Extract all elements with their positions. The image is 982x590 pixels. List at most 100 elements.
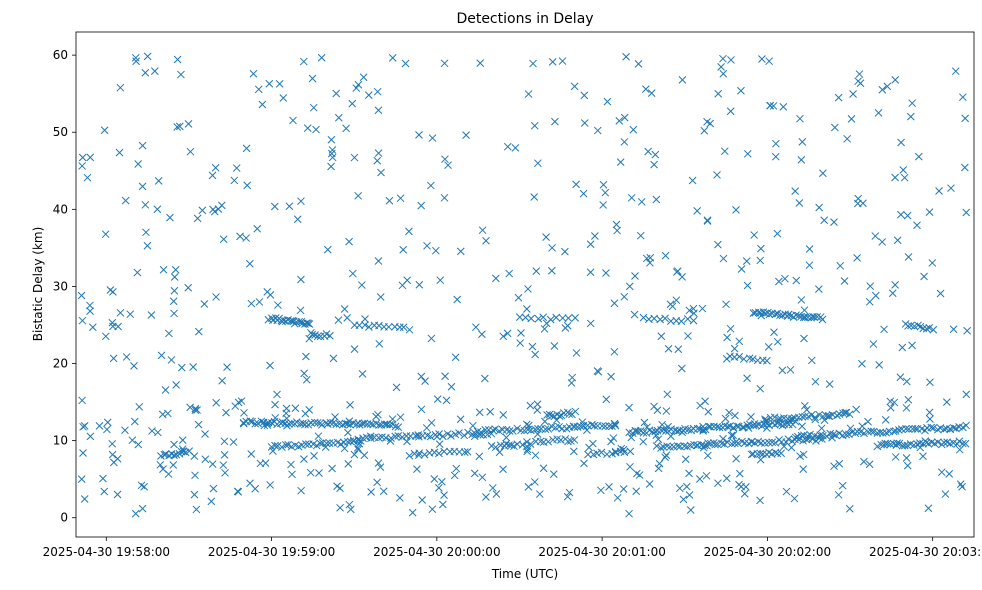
data-point-312 — [442, 396, 451, 405]
data-point-456 — [166, 213, 174, 222]
data-point-777 — [384, 323, 393, 331]
data-point-850 — [925, 323, 934, 332]
data-point-86 — [871, 291, 880, 300]
data-point-1232 — [835, 429, 844, 438]
data-point-176 — [962, 208, 971, 217]
data-point-1282 — [900, 441, 909, 450]
data-point-495 — [663, 390, 672, 399]
data-point-1148 — [704, 439, 712, 447]
data-point-691 — [219, 461, 228, 469]
data-point-442 — [303, 124, 312, 132]
data-point-111 — [607, 437, 615, 446]
data-point-679 — [655, 459, 664, 468]
data-point-1154 — [723, 438, 732, 447]
y-tick-label-3: 30 — [53, 279, 68, 293]
data-point-1056 — [555, 412, 564, 420]
data-point-379 — [881, 415, 890, 424]
data-point-831 — [794, 311, 803, 320]
data-point-287 — [285, 202, 294, 211]
data-point-212 — [960, 163, 969, 172]
data-point-101 — [306, 468, 315, 477]
data-point-792 — [639, 313, 648, 322]
data-point-335 — [245, 259, 254, 268]
data-point-239 — [345, 500, 354, 509]
data-point-622 — [654, 464, 663, 473]
data-point-1168 — [771, 438, 780, 447]
data-point-357 — [798, 138, 807, 146]
data-point-409 — [230, 176, 239, 185]
data-point-533 — [865, 460, 874, 469]
data-point-207 — [80, 495, 89, 503]
data-point-134 — [116, 308, 125, 317]
data-point-277 — [435, 440, 444, 449]
y-tick-label-2: 20 — [53, 357, 68, 371]
data-point-516 — [157, 351, 166, 360]
data-point-614 — [627, 433, 636, 442]
data-point-1030 — [611, 421, 620, 430]
data-point-1137 — [666, 443, 674, 451]
data-point-1036 — [510, 442, 518, 451]
data-point-71 — [242, 234, 251, 242]
data-point-505 — [792, 276, 801, 285]
data-point-1293 — [934, 438, 942, 446]
data-point-91 — [134, 160, 143, 168]
data-point-421 — [599, 180, 608, 189]
data-point-380 — [302, 352, 310, 361]
data-point-692 — [99, 474, 107, 483]
data-point-326 — [503, 142, 512, 151]
data-point-316 — [830, 218, 838, 226]
data-point-194 — [247, 299, 256, 308]
data-point-350 — [408, 508, 417, 517]
data-point-1113 — [738, 423, 747, 432]
data-point-132 — [924, 504, 933, 513]
data-point-1020 — [576, 422, 585, 431]
data-point-479 — [376, 293, 385, 301]
data-point-183 — [396, 194, 405, 203]
data-point-863 — [185, 447, 194, 455]
data-point-245 — [634, 60, 643, 68]
data-point-21 — [778, 366, 787, 375]
y-tick-label-4: 40 — [53, 202, 68, 216]
data-point-27 — [714, 240, 722, 249]
data-point-453 — [698, 304, 707, 313]
data-point-305 — [190, 490, 199, 499]
data-point-20 — [417, 372, 426, 381]
data-point-696 — [626, 462, 634, 471]
data-point-4 — [143, 52, 152, 61]
data-point-419 — [253, 224, 262, 233]
data-point-534 — [296, 306, 305, 315]
data-point-642 — [502, 433, 511, 442]
data-point-222 — [902, 377, 911, 386]
data-point-561 — [266, 481, 274, 489]
data-point-341 — [580, 91, 589, 100]
data-point-704 — [201, 455, 210, 464]
data-point-478 — [758, 55, 766, 63]
data-point-290 — [297, 275, 305, 284]
data-point-8 — [141, 200, 150, 209]
data-point-17 — [819, 169, 827, 178]
data-point-726 — [212, 398, 221, 407]
data-point-996 — [491, 425, 499, 433]
data-point-627 — [103, 418, 112, 427]
data-point-480 — [706, 119, 715, 128]
data-point-1251 — [895, 426, 903, 434]
data-point-364 — [666, 300, 675, 309]
data-point-749 — [284, 315, 292, 324]
data-point-959 — [411, 432, 420, 440]
data-point-346 — [834, 490, 843, 499]
data-point-1222 — [803, 432, 812, 440]
data-point-56 — [717, 63, 725, 71]
data-point-1038 — [518, 440, 527, 449]
data-point-612 — [902, 404, 911, 412]
data-point-262 — [756, 496, 764, 505]
data-point-141 — [531, 451, 540, 460]
data-point-1172 — [784, 435, 793, 443]
data-point-140 — [805, 261, 814, 270]
data-point-577 — [830, 462, 838, 471]
data-point-985 — [435, 449, 443, 458]
data-point-273 — [374, 257, 383, 265]
data-point-131 — [613, 493, 622, 502]
data-point-936 — [325, 439, 334, 447]
data-point-344 — [436, 276, 445, 285]
data-point-920 — [271, 441, 279, 450]
